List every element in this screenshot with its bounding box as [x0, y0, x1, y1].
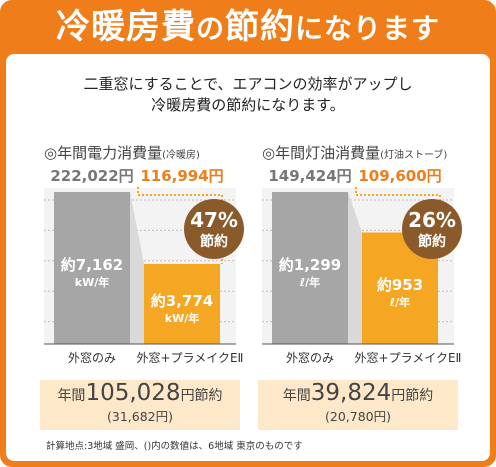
saving-electric-amount: 105,028 [85, 380, 181, 406]
category-label-electric-1: 外窓のみ [68, 350, 116, 365]
reduction-label-electric: 節約 [200, 233, 228, 250]
chart-title-kerosene-main: ◎年間灯油消費量 [262, 144, 381, 162]
unit-label-kerosene-2: ℓ/年 [389, 295, 410, 309]
bar-electric-2 [144, 263, 220, 344]
saving-kerosene-amount: 39,824 [310, 380, 392, 406]
bracket-electric [137, 187, 223, 264]
unit-label-kerosene-1: ℓ/年 [299, 275, 320, 289]
saving-electric-suffix: 円節約 [180, 388, 223, 404]
intro-line-2: 冷暖房費の節約になります。 [151, 96, 345, 114]
reduction-wedge-electric [130, 192, 144, 344]
category-label-electric-2: 外窓+プラメイクEⅡ [137, 350, 244, 365]
saving-kerosene-suffix: 円節約 [391, 388, 434, 404]
value-label-electric-1: 約7,162 [61, 256, 123, 274]
reduction-badge-kerosene [402, 199, 462, 259]
title-part-2: の [195, 12, 225, 45]
title-part-4: になります [295, 12, 441, 45]
chart-title-kerosene-note: (灯油ストーブ) [380, 150, 448, 161]
saving-electric-prefix: 年間 [57, 388, 86, 404]
cost-label-kerosene-1: 149,424円 [268, 167, 351, 185]
reduction-percent-kerosene: 26% [408, 208, 456, 232]
saving-box-kerosene: 年間39,824円節約 (20,780円) [258, 380, 458, 430]
title-part-1: 冷暖房費 [55, 7, 196, 47]
reduction-label-kerosene: 節約 [418, 233, 446, 250]
saving-kerosene-sub: (20,780円) [325, 409, 391, 424]
unit-label-electric-2: kW/年 [165, 311, 199, 325]
intro-text: 二重窓にすることで、エアコンの効率がアップし 冷暖房費の節約になります。 [0, 74, 496, 116]
title-part-3: 節約 [225, 7, 295, 47]
chart-title-electric-main: ◎年間電力消費量 [44, 144, 163, 162]
saving-electric-line: 年間105,028円節約 [40, 380, 240, 409]
saving-box-electric: 年間105,028円節約 (31,682円) [40, 380, 240, 430]
chart-title-electric: ◎年間電力消費量(冷暖房) [44, 142, 200, 163]
footnote: 計算地点:3地域 盛岡、()内の数値は、6地域 東京のものです [46, 441, 303, 452]
value-label-electric-2: 約3,774 [151, 292, 213, 310]
value-label-kerosene-1: 約1,299 [279, 256, 341, 274]
saving-kerosene-line: 年間39,824円節約 [258, 380, 458, 409]
unit-label-electric-1: kW/年 [75, 275, 109, 289]
chart-title-kerosene: ◎年間灯油消費量(灯油ストーブ) [262, 142, 447, 163]
reduction-badge-electric [184, 199, 244, 259]
category-label-kerosene-2: 外窓+プラメイクEⅡ [355, 350, 462, 365]
cost-label-electric-2: 116,994円 [140, 167, 223, 185]
bar-electric-1 [54, 192, 130, 344]
page-title: 冷暖房費の節約になります [0, 0, 496, 54]
intro-line-1: 二重窓にすることで、エアコンの効率がアップし [83, 75, 413, 93]
value-label-kerosene-2: 約953 [377, 276, 423, 294]
reduction-wedge-kerosene [348, 192, 362, 344]
category-label-kerosene-1: 外窓のみ [286, 350, 334, 365]
reduction-percent-electric: 47% [190, 208, 238, 232]
bracket-kerosene [355, 187, 441, 233]
bar-kerosene-1 [272, 192, 348, 344]
cost-label-electric-1: 222,022円 [50, 167, 133, 185]
saving-kerosene-prefix: 年間 [282, 388, 311, 404]
cost-label-kerosene-2: 109,600円 [358, 167, 441, 185]
saving-electric-sub: (31,682円) [107, 409, 173, 424]
chart-title-electric-note: (冷暖房) [162, 150, 200, 161]
